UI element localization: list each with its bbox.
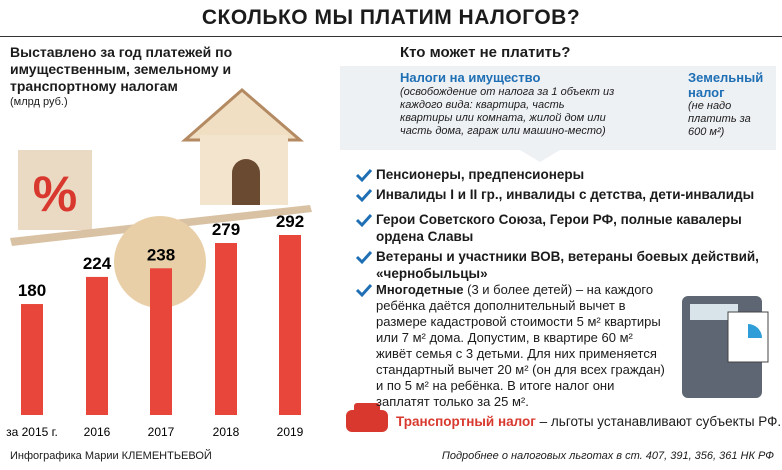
value-label: 292 xyxy=(276,212,304,231)
list-item: Пенсионеры, предпенсионеры xyxy=(376,167,585,182)
x-tick-label: 2019 xyxy=(277,425,304,439)
ball xyxy=(114,216,206,308)
transport-text: – льготы устанавливают субъекты РФ. xyxy=(535,414,782,429)
car-icon xyxy=(346,410,388,432)
large-families-title: Многодетные xyxy=(376,282,464,297)
list-item: Ветераны и участники ВОВ, ветераны боевы… xyxy=(376,249,759,281)
bar xyxy=(21,304,43,415)
bar xyxy=(86,276,108,415)
bar-group: 180 за 2015 г. 224 2016 238 2017 279 2018 292 201… xyxy=(6,212,304,439)
value-label: 279 xyxy=(212,220,240,239)
bar xyxy=(279,235,301,415)
x-tick-label: 2017 xyxy=(148,425,175,439)
x-tick-label: 2016 xyxy=(84,425,111,439)
checkmarks xyxy=(355,168,373,298)
large-families-text: (3 и более детей) – на каждого ребёнка д… xyxy=(376,282,665,409)
chart-title: Выставлено за год платежей по имуществен… xyxy=(10,44,233,94)
property-tax-note: (освобождение от налога за 1 объект из к… xyxy=(400,86,615,137)
value-label: 238 xyxy=(147,245,175,264)
source: Подробнее о налоговых льготах в ст. 407,… xyxy=(441,450,774,462)
chart-subtitle: (млрд руб.) xyxy=(10,96,68,108)
section-heading: Кто может не платить? xyxy=(400,44,571,61)
house-roof xyxy=(181,88,305,142)
box-pointer xyxy=(520,150,560,162)
x-tick-label: 2018 xyxy=(213,425,240,439)
x-tick-label: за 2015 г. xyxy=(6,425,58,439)
land-tax-note: (не надо платить за 600 м²) xyxy=(688,100,751,138)
value-label: 180 xyxy=(18,281,46,300)
pie-icon xyxy=(748,324,762,338)
land-tax-title: Земельный налог xyxy=(688,70,764,100)
house-door xyxy=(232,159,260,205)
page-title: СКОЛЬКО МЫ ПЛАТИМ НАЛОГОВ? xyxy=(201,6,581,29)
transport-title: Транспортный налог xyxy=(396,414,536,429)
car-roof xyxy=(354,403,380,413)
calculator-screen xyxy=(690,304,738,320)
percent-icon: % xyxy=(33,166,77,222)
exemption-box xyxy=(340,66,776,150)
credit: Инфографика Марии КЛЕМЕНТЬЕВОЙ xyxy=(10,450,212,462)
bar xyxy=(215,243,237,415)
list-item: Инвалиды I и II гр., инвалиды с детства,… xyxy=(376,187,755,202)
property-tax-title: Налоги на имущество xyxy=(400,70,541,85)
percent-block xyxy=(18,150,92,230)
title-rule xyxy=(0,36,782,37)
list-item: Герои Советского Союза, Герои РФ, полные… xyxy=(376,212,742,244)
bar xyxy=(150,268,172,415)
value-label: 224 xyxy=(83,254,112,273)
transport: Транспортный налог – льготы устанавливаю… xyxy=(396,414,781,429)
large-families: Многодетные (3 и более детей) – на каждо… xyxy=(376,282,666,410)
